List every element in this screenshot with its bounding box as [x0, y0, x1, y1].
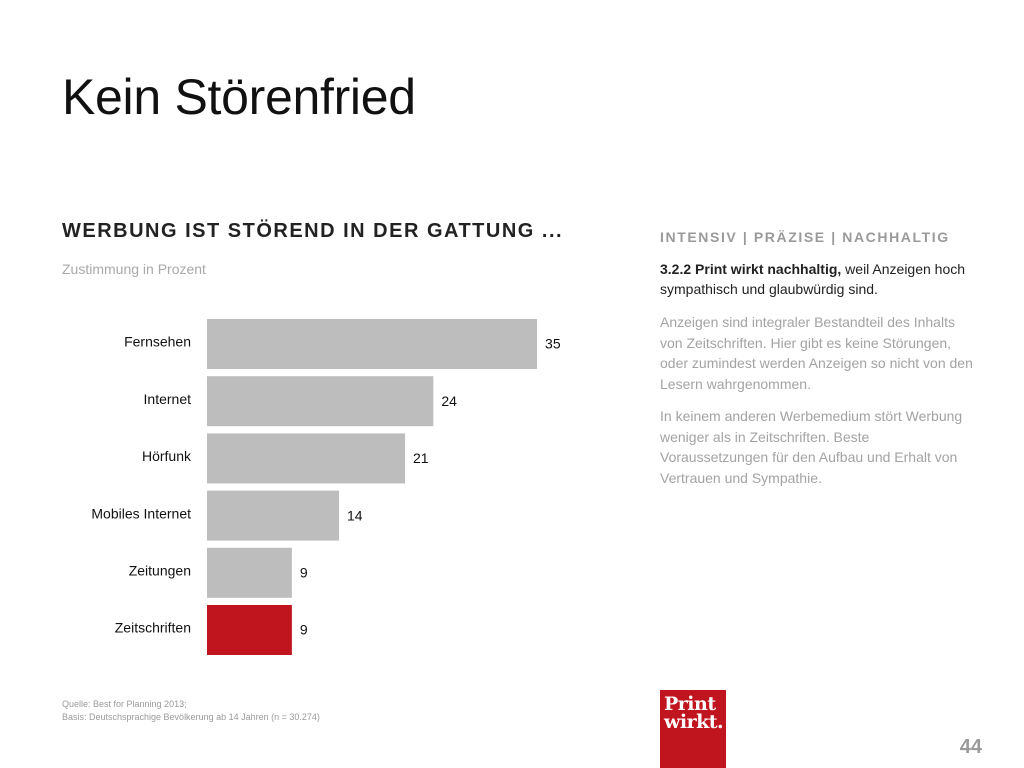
- category-label-hörfunk: Hörfunk: [142, 448, 192, 464]
- value-label-mobiles-internet: 14: [347, 507, 363, 523]
- basis-note: Basis: Deutschsprachige Bevölkerung ab 1…: [62, 712, 320, 722]
- chart-subtitle: Zustimmung in Prozent: [62, 261, 206, 277]
- side-header: INTENSIV | PRÄZISE | NACHHALTIG: [660, 229, 950, 245]
- bar-chart: Fernsehen 35 Internet 24 Hörfunk 21 Mobiles In…: [91, 319, 561, 655]
- bar-zeitungen: [207, 547, 292, 598]
- value-label-fernsehen: 35: [545, 336, 561, 352]
- side-lead-rest: weil Anzeigen hoch sympathisch und glaub…: [660, 261, 966, 297]
- category-label-zeitungen: Zeitungen: [129, 563, 191, 579]
- logo-line-2: wirkt.: [664, 711, 724, 733]
- value-label-zeitungen: 9: [300, 565, 308, 581]
- side-lead-bold: 3.2.2 Print wirkt nachhaltig,: [660, 261, 842, 277]
- value-label-internet: 24: [441, 393, 457, 409]
- chart-title: WERBUNG IST STÖREND IN DER GATTUNG ...: [62, 220, 564, 242]
- value-label-zeitschriften: 9: [300, 622, 308, 638]
- value-label-hörfunk: 21: [413, 450, 429, 466]
- bar-fernsehen: [207, 319, 538, 369]
- source-note: Quelle: Best for Planning 2013;: [62, 699, 187, 709]
- bar-zeitschriften: [207, 605, 292, 655]
- bar-hörfunk: [207, 433, 406, 484]
- side-paragraph-1: Anzeigen sind integraler Bestandteil des…: [660, 314, 973, 392]
- side-lead: 3.2.2 Print wirkt nachhaltig, weil Anzei…: [660, 259, 970, 299]
- page-number: 44: [959, 736, 982, 758]
- category-label-internet: Internet: [144, 391, 192, 407]
- category-label-fernsehen: Fernsehen: [124, 334, 191, 350]
- logo-line-1: Print: [664, 693, 716, 715]
- category-label-mobiles-internet: Mobiles Internet: [91, 505, 191, 521]
- print-wirkt-logo: Print wirkt.: [660, 690, 726, 768]
- bar-internet: [207, 376, 434, 427]
- category-label-zeitschriften: Zeitschriften: [115, 620, 191, 636]
- bar-mobiles-internet: [207, 490, 340, 541]
- side-paragraph-2: In keinem anderen Werbemedium stört Werb…: [660, 408, 963, 486]
- slide-title: Kein Störenfried: [62, 69, 416, 125]
